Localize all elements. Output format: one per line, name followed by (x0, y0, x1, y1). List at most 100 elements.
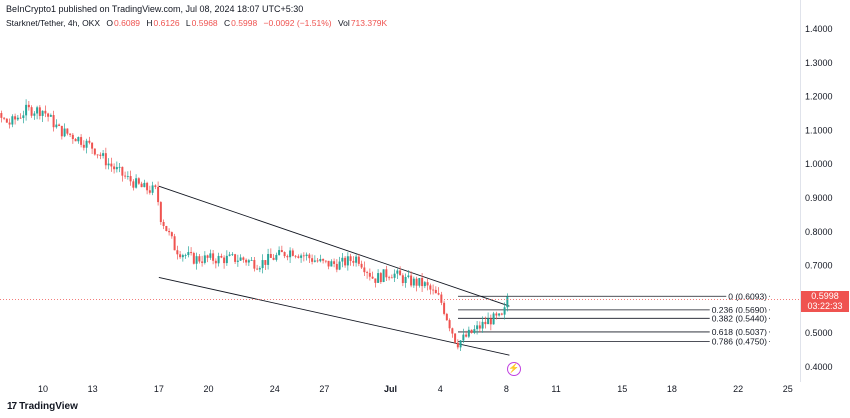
candle-body (91, 142, 94, 149)
candle-body (445, 313, 448, 321)
candle-body (176, 250, 179, 255)
candle-body (368, 272, 371, 277)
y-tick-label: 1.1000 (805, 125, 833, 135)
candle-body (58, 124, 61, 126)
candle-body (360, 263, 363, 268)
candle-body (88, 140, 91, 143)
candle-body (357, 256, 360, 264)
candle-body (30, 107, 33, 116)
candle-body (349, 256, 352, 261)
candle-body (462, 334, 465, 341)
candle-body (492, 313, 495, 325)
candle-body (3, 117, 6, 119)
candle-body (135, 178, 138, 188)
tradingview-logo-text: TradingView (19, 401, 78, 412)
candle-body (374, 278, 377, 283)
low-label: L (185, 18, 191, 28)
close-label: C (224, 18, 231, 28)
candle-body (308, 254, 311, 259)
candle-body (173, 236, 176, 251)
candle-body (476, 325, 479, 330)
candle-body (264, 260, 267, 265)
fib-level-label: 0.236 (0.5690) (712, 305, 767, 315)
candle-body (407, 275, 410, 277)
candle-body (302, 255, 305, 257)
last-price-value: 0.5998 (811, 291, 839, 301)
trendline-upper (158, 185, 510, 307)
candle-body (465, 334, 468, 337)
candle-body (429, 285, 432, 290)
candle-body (432, 289, 435, 291)
candle-body (363, 267, 366, 273)
close-value: 0.5998 (231, 18, 258, 28)
candle-body (239, 257, 242, 261)
candle-body (184, 255, 187, 256)
candle-body (258, 268, 261, 270)
candle-body (333, 261, 336, 264)
tradingview-logo: 17 TradingView (7, 401, 78, 412)
candle-body (203, 255, 206, 263)
candle-body (201, 261, 204, 263)
candle-body (434, 289, 437, 294)
low-value: 0.5968 (191, 18, 218, 28)
price-axis-divider (800, 0, 801, 382)
y-tick-label: 0.9000 (805, 193, 833, 203)
candle-body (223, 257, 226, 264)
y-tick-label: 0.5000 (805, 328, 833, 338)
fib-level-label: 0 (0.6093) (728, 291, 767, 301)
candle-body (443, 302, 446, 314)
candle-body (481, 321, 484, 329)
volume-value: 713.379K (350, 18, 388, 28)
candle-body (440, 294, 443, 303)
candle-body (269, 253, 272, 258)
high-value: 0.6126 (153, 18, 180, 28)
fib-label-bg (709, 326, 770, 338)
candle-body (132, 181, 135, 188)
x-tick-label: 10 (38, 384, 48, 394)
x-tick-label: 17 (154, 384, 164, 394)
candle-body (60, 125, 63, 137)
candle-body (275, 254, 278, 260)
fib-label-bg (709, 304, 770, 316)
candle-body (346, 256, 349, 266)
candle-body (412, 278, 415, 286)
candle-body (404, 276, 407, 284)
candle-body (390, 277, 393, 279)
fib-level-label: 0.618 (0.5037) (712, 327, 767, 337)
candle-body (151, 185, 154, 193)
candle-body (294, 255, 297, 257)
candle-body (470, 329, 473, 333)
candle-body (300, 255, 303, 258)
candle-body (267, 253, 270, 265)
candle-body (102, 153, 105, 156)
y-tick-label: 1.4000 (805, 24, 833, 34)
open-value: 0.6089 (114, 18, 141, 28)
candle-body (113, 166, 116, 170)
candle-body (393, 273, 396, 278)
candle-body (437, 293, 440, 295)
candle-body (5, 118, 8, 123)
symbol-label: Starknet/Tether, 4h, OKX (6, 18, 101, 28)
lightning-icon[interactable]: ⚡ (507, 362, 521, 376)
candle-body (286, 256, 289, 258)
candle-body (335, 263, 338, 270)
candle-body (140, 183, 143, 188)
candle-body (448, 320, 451, 329)
candle-body (220, 255, 223, 258)
fib-label-bg (726, 290, 770, 302)
y-tick-label: 0.4000 (805, 362, 833, 372)
candle-body (291, 250, 294, 256)
candle-body (297, 256, 300, 258)
x-tick-label: 27 (319, 384, 329, 394)
x-tick-label: 11 (551, 384, 560, 394)
candle-body (66, 128, 69, 134)
candle-body (115, 167, 118, 170)
candle-body (355, 256, 358, 263)
candle-body (41, 110, 44, 116)
candle-body (74, 139, 77, 142)
change-value: −0.0092 (−1.51%) (263, 18, 332, 28)
candle-body (379, 273, 382, 283)
candle-body (77, 137, 80, 142)
candle-body (80, 137, 83, 145)
